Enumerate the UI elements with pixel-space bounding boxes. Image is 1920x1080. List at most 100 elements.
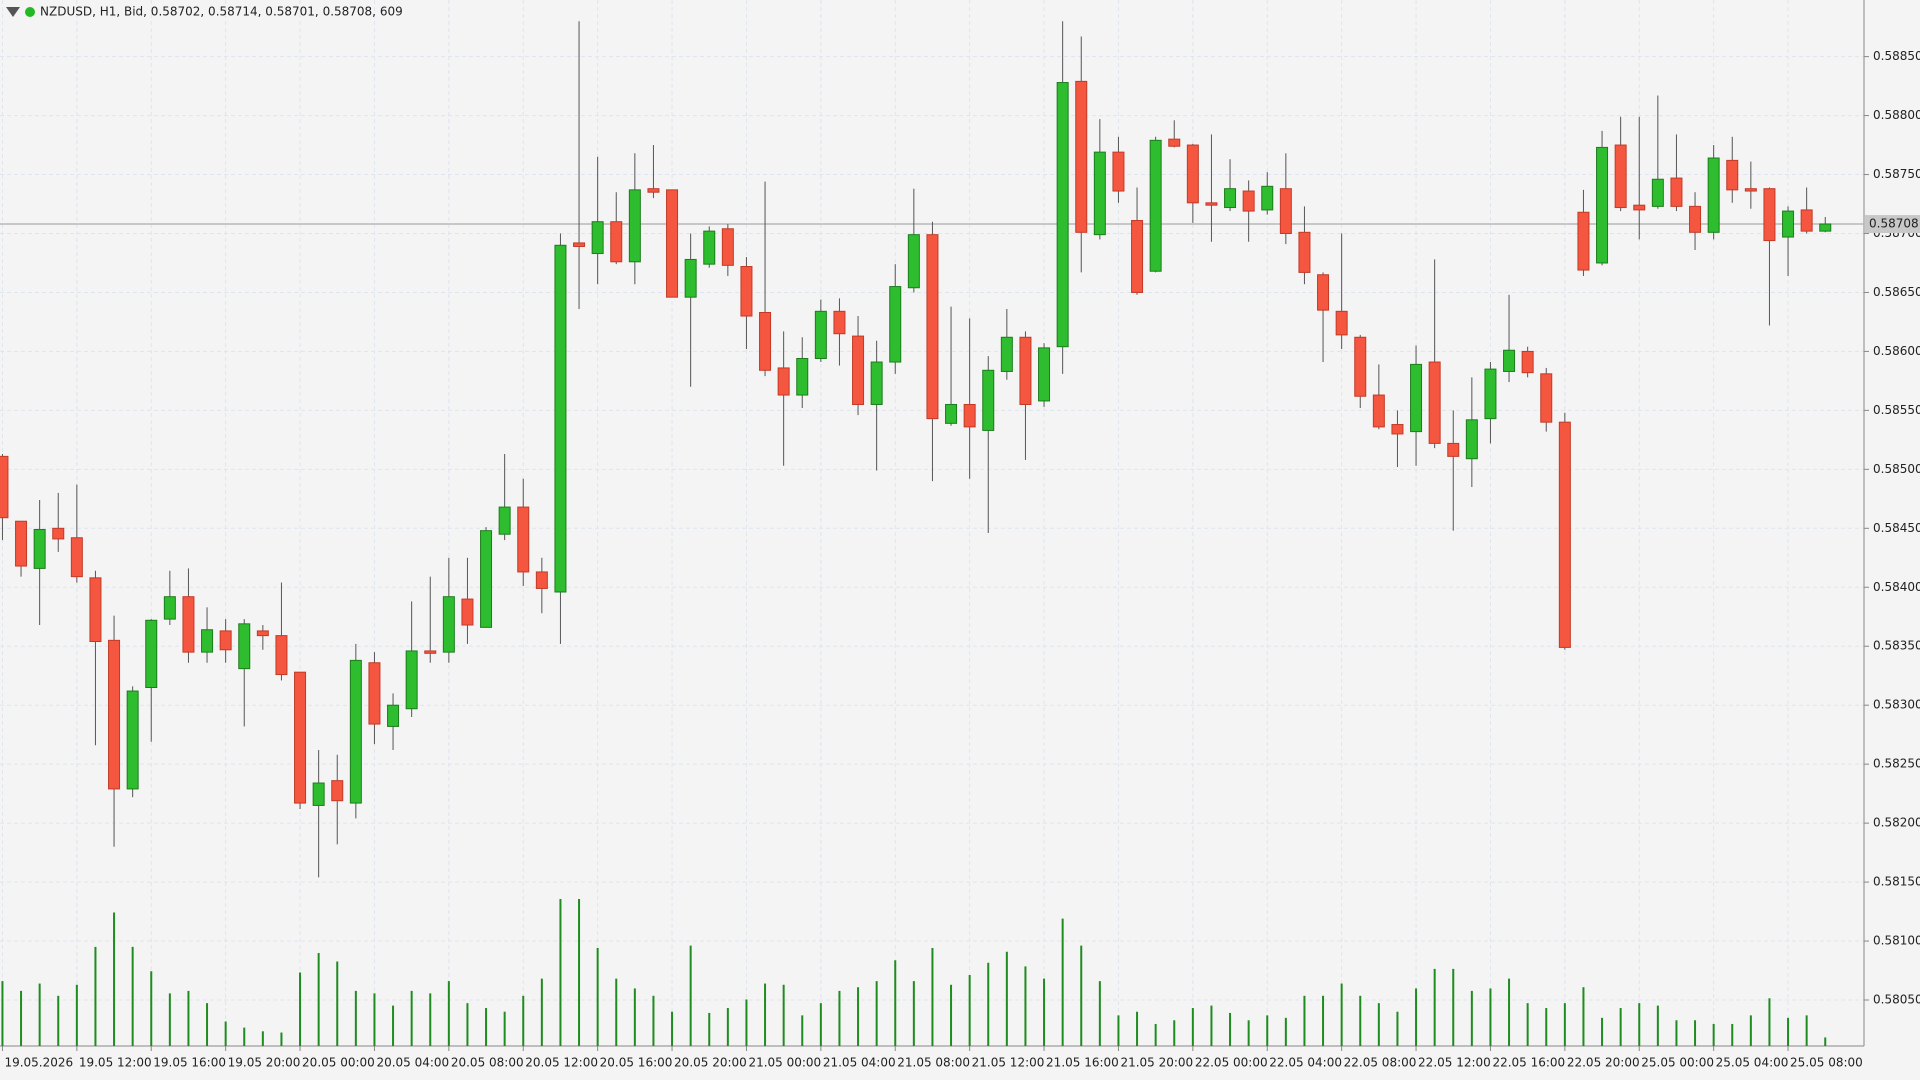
grid xyxy=(0,0,1864,1046)
candle-body xyxy=(703,230,716,265)
candle-body xyxy=(0,455,9,519)
y-tick-label: 0.58450 xyxy=(1873,521,1920,535)
candle-body xyxy=(480,530,493,628)
candle-body xyxy=(163,596,176,620)
candle-body xyxy=(740,266,753,317)
x-tick-label: 22.05 04:00 xyxy=(1269,1056,1342,1070)
x-tick-label: 21.05 20:00 xyxy=(1120,1056,1193,1070)
candle-body xyxy=(442,596,455,653)
candle-body xyxy=(238,623,251,670)
candle-body xyxy=(554,244,567,593)
candle-body xyxy=(610,221,623,263)
candle-body xyxy=(1596,146,1609,264)
candle-body xyxy=(1131,220,1144,293)
y-tick-label: 0.58350 xyxy=(1873,639,1920,653)
candle-body xyxy=(1186,144,1199,204)
candle-body xyxy=(889,286,902,363)
x-tick-label: 20.05 04:00 xyxy=(376,1056,449,1070)
candle-body xyxy=(573,242,586,247)
candle-body xyxy=(1614,144,1627,209)
candle-body xyxy=(1484,368,1497,420)
y-tick-label: 0.58650 xyxy=(1873,285,1920,299)
candle-body xyxy=(1540,373,1553,423)
candle-body xyxy=(1075,80,1088,233)
candle-body xyxy=(870,361,883,405)
candle-body xyxy=(256,630,269,637)
candle-body xyxy=(1744,188,1757,192)
candle-body xyxy=(275,635,288,676)
x-tick-label: 19.05.2026 xyxy=(4,1056,73,1070)
y-tick-label: 0.58500 xyxy=(1873,462,1920,476)
candle-body xyxy=(182,596,195,653)
candle-body xyxy=(1577,211,1590,271)
candle-body xyxy=(405,650,418,710)
candle-body xyxy=(108,639,121,790)
candle-body xyxy=(1056,82,1069,348)
y-tick-label: 0.58150 xyxy=(1873,875,1920,889)
candle-body xyxy=(535,571,548,589)
candle-body xyxy=(591,221,604,255)
candle-body xyxy=(926,234,939,420)
bid-label-box xyxy=(1865,215,1920,234)
candle-body xyxy=(1354,336,1367,397)
candle-body xyxy=(759,312,772,371)
x-tick-label: 25.05 04:00 xyxy=(1716,1056,1789,1070)
x-tick-label: 22.05 16:00 xyxy=(1492,1056,1565,1070)
candle-body xyxy=(461,598,474,626)
candle-body xyxy=(1521,350,1534,374)
status-dot xyxy=(25,7,35,17)
x-tick-label: 19.05 12:00 xyxy=(79,1056,152,1070)
candle-body xyxy=(424,650,437,654)
candle-body xyxy=(1000,336,1013,372)
candle-body xyxy=(1707,157,1720,233)
x-tick-label: 22.05 08:00 xyxy=(1344,1056,1417,1070)
y-tick-label: 0.58750 xyxy=(1873,167,1920,181)
candle-body xyxy=(1112,151,1125,192)
candle-body xyxy=(684,258,697,298)
chart-title: NZDUSD, H1, Bid, 0.58702, 0.58714, 0.587… xyxy=(40,5,403,19)
y-tick-label: 0.58550 xyxy=(1873,403,1920,417)
x-tick-label: 25.05 08:00 xyxy=(1790,1056,1863,1070)
y-tick-label: 0.58850 xyxy=(1873,49,1920,63)
x-tick-label: 20.05 20:00 xyxy=(674,1056,747,1070)
candle-body xyxy=(52,527,65,540)
candle-body xyxy=(33,528,46,569)
y-tick-label: 0.58400 xyxy=(1873,580,1920,594)
candle-body xyxy=(15,520,28,567)
candle-body xyxy=(70,537,83,578)
candle-body xyxy=(777,367,790,396)
y-tick-label: 0.58050 xyxy=(1873,993,1920,1007)
candle-body xyxy=(721,228,734,266)
candle-body xyxy=(89,577,102,643)
candle-body xyxy=(1261,185,1274,211)
candle-body xyxy=(963,403,976,428)
candle-body xyxy=(1689,205,1702,233)
candle-body xyxy=(1800,209,1813,232)
x-tick-label: 19.05 20:00 xyxy=(228,1056,301,1070)
candle-body xyxy=(201,629,214,653)
candle-body xyxy=(852,335,865,405)
menu-arrow[interactable] xyxy=(6,7,20,17)
candle-body xyxy=(1149,139,1162,272)
candle-body xyxy=(907,234,920,289)
x-tick-label: 22.05 12:00 xyxy=(1418,1056,1491,1070)
candle-body xyxy=(219,630,232,651)
y-tick-label: 0.58100 xyxy=(1873,934,1920,948)
candle-body xyxy=(1726,159,1739,191)
candle-body xyxy=(1503,349,1516,372)
candle-body xyxy=(1279,188,1292,234)
candle-body xyxy=(1782,210,1795,238)
candle-body xyxy=(387,704,400,727)
candle-body xyxy=(1093,151,1106,236)
x-tick-label: 20.05 12:00 xyxy=(525,1056,598,1070)
candle-body xyxy=(666,189,679,298)
y-tick-label: 0.58200 xyxy=(1873,816,1920,830)
candle-body xyxy=(814,310,827,359)
x-tick-label: 22.05 20:00 xyxy=(1567,1056,1640,1070)
x-tick-label: 22.05 00:00 xyxy=(1195,1056,1268,1070)
x-tick-label: 25.05 00:00 xyxy=(1641,1056,1714,1070)
x-tick-label: 21.05 16:00 xyxy=(1046,1056,1119,1070)
candle-body xyxy=(517,506,530,573)
